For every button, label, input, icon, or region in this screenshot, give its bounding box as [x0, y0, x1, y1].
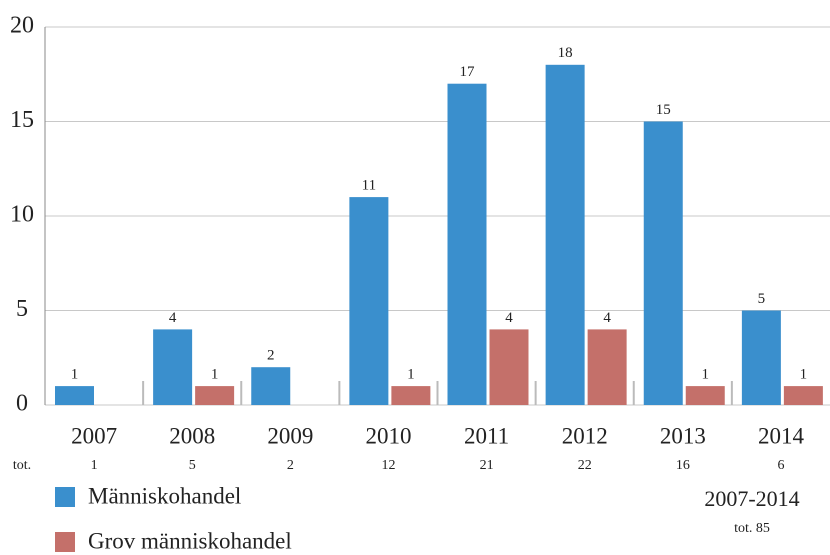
value-label: 4 — [603, 310, 611, 326]
value-label: 5 — [758, 291, 766, 307]
totals-label: tot. — [13, 458, 31, 473]
bar — [349, 197, 389, 405]
bar — [55, 386, 94, 405]
bar — [587, 329, 627, 405]
bar — [643, 121, 683, 405]
x-tick-label: 2014 — [758, 423, 805, 448]
bar — [685, 386, 725, 405]
value-label: 18 — [558, 45, 573, 61]
value-label: 1 — [702, 367, 710, 383]
value-label: 1 — [211, 367, 219, 383]
bar — [391, 386, 431, 405]
bar — [489, 329, 529, 405]
value-label: 4 — [169, 310, 177, 326]
x-tick-label: 2007 — [71, 423, 117, 448]
total-label: 12 — [381, 458, 395, 473]
total-label: 6 — [777, 458, 784, 473]
bar — [545, 64, 585, 406]
value-label: 1 — [407, 367, 415, 383]
bar — [447, 83, 487, 405]
total-label: 2 — [287, 458, 294, 473]
value-label: 15 — [656, 102, 671, 118]
y-tick-label: 10 — [10, 202, 34, 228]
bar — [251, 367, 291, 405]
bar — [741, 310, 781, 405]
total-label: 21 — [480, 458, 494, 473]
value-label: 1 — [71, 367, 79, 383]
legend-swatch — [55, 532, 75, 552]
value-label: 2 — [267, 348, 275, 364]
value-label: 11 — [362, 178, 376, 194]
y-tick-label: 15 — [10, 107, 34, 133]
x-tick-label: 2008 — [169, 423, 215, 448]
x-tick-label: 2011 — [464, 423, 509, 448]
y-tick-label: 0 — [16, 391, 28, 417]
total-label: 5 — [189, 458, 196, 473]
bar — [153, 329, 193, 405]
value-label: 17 — [460, 64, 476, 80]
bar — [195, 386, 235, 405]
x-tick-label: 2013 — [660, 423, 706, 448]
legend-label: Grov människohandel — [88, 528, 292, 553]
value-label: 4 — [505, 310, 513, 326]
total-label: 1 — [91, 458, 98, 473]
x-tick-label: 2009 — [267, 423, 313, 448]
legend-label: Människohandel — [88, 483, 241, 508]
y-tick-label: 5 — [16, 296, 28, 322]
x-tick-label: 2012 — [562, 423, 608, 448]
legend-swatch — [55, 487, 75, 507]
annotation-title: 2007-2014 — [704, 486, 799, 511]
bar — [783, 386, 823, 405]
total-label: 16 — [676, 458, 690, 473]
total-label: 22 — [578, 458, 592, 473]
annotation-total: tot. 85 — [734, 521, 770, 536]
y-tick-label: 20 — [10, 13, 34, 39]
value-label: 1 — [800, 367, 808, 383]
x-tick-label: 2010 — [365, 423, 411, 448]
